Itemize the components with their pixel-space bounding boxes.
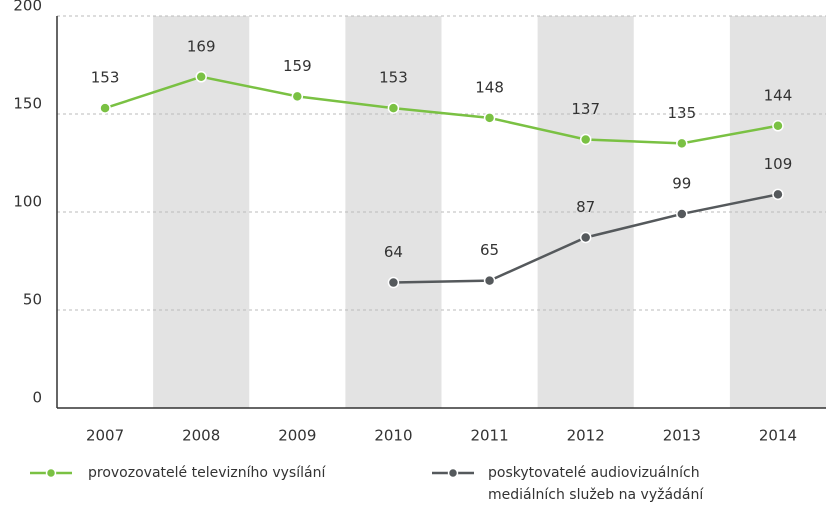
point <box>579 133 592 146</box>
data-label: 87 <box>576 198 595 216</box>
data-label: 159 <box>283 57 312 75</box>
point <box>99 102 111 114</box>
point <box>387 102 400 114</box>
y-tick-label: 100 <box>13 193 42 211</box>
point <box>676 208 688 220</box>
data-label: 144 <box>764 86 793 104</box>
point <box>772 120 784 132</box>
data-label: 99 <box>672 174 691 192</box>
data-label: 109 <box>764 155 793 173</box>
data-label: 153 <box>379 69 408 87</box>
point <box>676 137 688 150</box>
y-tick-label: 0 <box>32 389 42 407</box>
data-label: 135 <box>667 104 696 122</box>
point <box>291 90 304 103</box>
x-tick-label: 2010 <box>374 427 412 445</box>
x-tick-label: 2007 <box>86 427 124 445</box>
point <box>195 71 207 83</box>
x-tick-label: 2008 <box>182 427 220 445</box>
data-label: 64 <box>384 243 403 261</box>
point <box>772 188 784 201</box>
point <box>579 231 592 244</box>
x-tick-label: 2009 <box>278 427 316 445</box>
data-label: 148 <box>475 78 504 96</box>
x-tick-label: 2012 <box>567 427 605 445</box>
legend-marker <box>45 467 57 479</box>
series-line <box>104 75 779 145</box>
point <box>483 274 496 287</box>
point <box>387 276 400 289</box>
data-label: 137 <box>571 100 600 118</box>
legend-marker <box>447 467 459 479</box>
data-label: 169 <box>187 37 216 55</box>
legend-label: poskytovatelé audiovizuálních mediálních… <box>488 465 704 503</box>
x-tick-label: 2011 <box>470 427 508 445</box>
x-tick-label: 2014 <box>759 427 797 445</box>
point <box>483 112 496 124</box>
y-tick-label: 200 <box>13 0 42 15</box>
x-tick-label: 2013 <box>663 427 701 445</box>
y-tick-label: 50 <box>23 291 42 309</box>
data-label: 65 <box>480 241 499 259</box>
legend-label: provozovatelé televizního vysílání <box>88 465 326 481</box>
data-label: 153 <box>91 69 120 87</box>
y-tick-label: 150 <box>13 95 42 113</box>
